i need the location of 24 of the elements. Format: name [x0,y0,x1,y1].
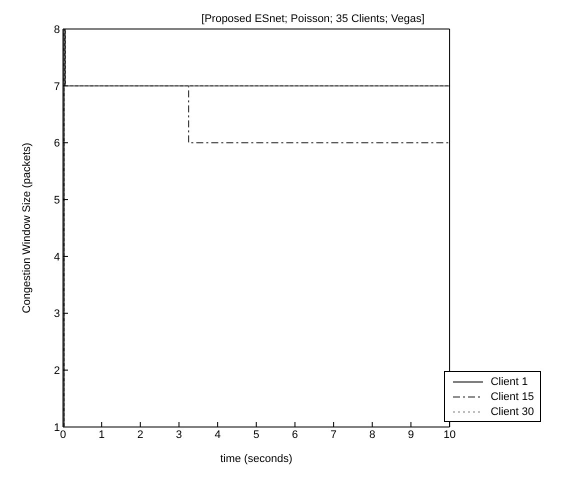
legend-label: Client 1 [490,376,528,388]
y-tick-label: 2 [54,365,60,378]
x-tick-label: 1 [98,428,105,441]
y-axis-title: Congestion Window Size (packets) [20,142,33,314]
y-tick-label: 4 [54,251,60,264]
x-tick-label: 3 [176,428,182,441]
y-tick-label: 7 [54,80,60,93]
y-tick-label: 6 [54,138,60,150]
x-axis-title: time (seconds) [220,453,292,465]
legend-label: Client 15 [490,390,534,402]
x-tick-label: 10 [443,428,456,441]
x-tick-label: 8 [369,428,376,441]
x-tick-label: 0 [60,428,66,441]
x-tick-label: 2 [137,428,144,441]
x-tick-label: 9 [408,428,414,441]
y-tick-label: 3 [54,308,60,320]
y-tick-label: 5 [54,194,60,206]
x-tick-label: 5 [253,428,260,441]
x-tick-label: 4 [214,428,221,441]
x-tick-label: 7 [330,428,337,441]
x-tick-label: 6 [292,428,298,441]
y-tick-label: 8 [54,24,60,36]
legend-label: Client 30 [490,406,534,418]
chart-title: [Proposed ESnet; Poisson; 35 Clients; Vegas] [201,13,425,25]
